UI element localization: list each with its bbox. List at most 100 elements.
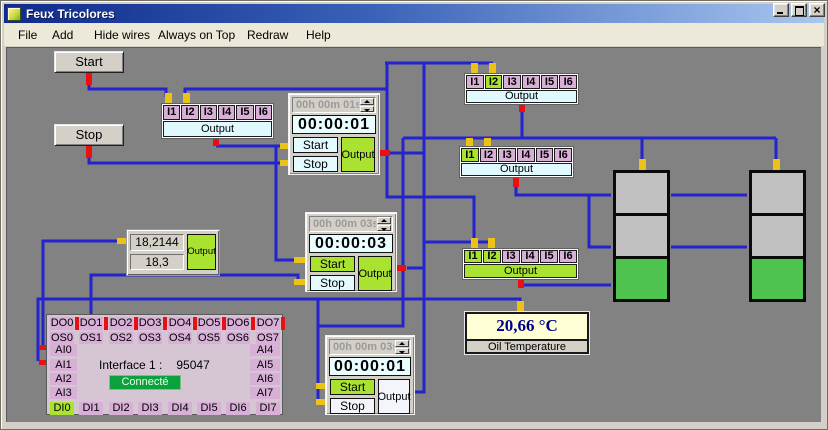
block2-i1-pin[interactable]	[471, 63, 478, 75]
port-DO4[interactable]: DO4	[168, 317, 192, 330]
timer1-start-pin[interactable]	[280, 143, 291, 149]
block3-i1-pin[interactable]	[466, 138, 473, 149]
input-cell-I1[interactable]: I1	[464, 250, 482, 263]
pin-DO0[interactable]	[75, 317, 79, 330]
port-AI1[interactable]: AI1	[50, 359, 77, 371]
timer-stop-cell[interactable]: Stop	[310, 275, 355, 291]
port-DO5[interactable]: DO5	[197, 317, 221, 330]
port-DI4[interactable]: DI4	[168, 402, 192, 415]
block2-output-pin[interactable]	[519, 102, 525, 112]
input-cell-I6[interactable]: I6	[554, 148, 573, 162]
output-cell[interactable]: Output	[464, 264, 577, 278]
comparator-current-value[interactable]: 18,2144	[130, 234, 184, 251]
spinner-control[interactable]	[360, 98, 374, 112]
output-cell[interactable]: Output	[163, 121, 272, 137]
start-button[interactable]: Start	[54, 51, 124, 73]
port-DI0[interactable]: DI0	[50, 402, 74, 415]
pin-DO5[interactable]	[222, 317, 226, 330]
temperature-input-pin[interactable]	[517, 301, 524, 313]
spin-up-icon[interactable]	[395, 340, 409, 347]
port-AI2[interactable]: AI2	[50, 373, 77, 385]
port-DI1[interactable]: DI1	[79, 402, 103, 415]
port-AI7[interactable]: AI7	[250, 387, 280, 399]
input-cell-I3[interactable]: I3	[199, 105, 217, 120]
pin-DO6[interactable]	[251, 317, 255, 330]
input-cell-I2[interactable]: I2	[484, 75, 503, 89]
close-button[interactable]	[809, 3, 825, 17]
comparator-input-pin[interactable]	[117, 238, 128, 244]
timer-start-cell[interactable]: Start	[293, 137, 338, 153]
block4-i1-pin[interactable]	[471, 238, 478, 249]
input-cell-I4[interactable]: I4	[521, 250, 539, 263]
title-bar[interactable]: Feux Tricolores	[4, 4, 824, 23]
spinner-control[interactable]	[377, 217, 391, 231]
port-DI3[interactable]: DI3	[138, 402, 162, 415]
timer-start-cell[interactable]: Start	[310, 256, 355, 272]
spin-up-icon[interactable]	[377, 217, 391, 224]
input-cell-I5[interactable]: I5	[236, 105, 254, 120]
port-OS0[interactable]: OS0	[50, 332, 74, 344]
timer-start-cell[interactable]: Start	[330, 379, 375, 395]
maximize-button[interactable]	[791, 3, 807, 17]
timer1-output-pin[interactable]	[379, 150, 390, 156]
ai0-pin[interactable]	[39, 345, 48, 350]
timer3-start-pin[interactable]	[316, 383, 327, 389]
input-cell-I5[interactable]: I5	[540, 250, 558, 263]
port-DI6[interactable]: DI6	[226, 402, 250, 415]
input-cell-I5[interactable]: I5	[535, 148, 554, 162]
comparator-output-cell[interactable]: Output	[187, 234, 216, 270]
input-cell-I4[interactable]: I4	[517, 148, 535, 162]
pin-DO2[interactable]	[134, 317, 138, 330]
input-cell-I3[interactable]: I3	[498, 148, 517, 162]
block3-output-pin[interactable]	[513, 175, 519, 187]
port-DO1[interactable]: DO1	[79, 317, 103, 330]
port-OS1[interactable]: OS1	[79, 332, 103, 344]
stop-button[interactable]: Stop	[54, 124, 124, 146]
port-DO3[interactable]: DO3	[138, 317, 162, 330]
pin-DO1[interactable]	[104, 317, 108, 330]
port-OS5[interactable]: OS5	[197, 332, 221, 344]
port-DO2[interactable]: DO2	[109, 317, 133, 330]
port-AI5[interactable]: AI5	[250, 359, 280, 371]
input-cell-I1[interactable]: I1	[461, 148, 479, 162]
menu-item-file[interactable]: File	[18, 28, 38, 42]
timer-preset[interactable]: 00h 00m 03s	[309, 216, 393, 232]
input-cell-I3[interactable]: I3	[502, 250, 520, 263]
input-cell-I6[interactable]: I6	[559, 250, 577, 263]
timer-output-cell[interactable]: Output	[358, 256, 392, 291]
menu-item-hide-wires[interactable]: Hide wires	[94, 28, 151, 42]
spin-down-icon[interactable]	[395, 347, 409, 354]
start-button-output-pin[interactable]	[86, 73, 92, 85]
timer2-output-pin[interactable]	[395, 265, 406, 271]
port-DI7[interactable]: DI7	[256, 402, 280, 415]
menu-item-redraw[interactable]: Redraw	[247, 28, 289, 42]
port-OS3[interactable]: OS3	[138, 332, 162, 344]
port-DI2[interactable]: DI2	[109, 402, 133, 415]
traffic-light-2-pin[interactable]	[773, 159, 780, 171]
input-cell-I5[interactable]: I5	[540, 75, 559, 89]
menu-item-always-on-top[interactable]: Always on Top	[158, 28, 236, 42]
ai1-pin[interactable]	[39, 360, 48, 365]
block1-i1-pin[interactable]	[165, 93, 172, 104]
spin-down-icon[interactable]	[377, 224, 391, 231]
comparator-threshold-value[interactable]: 18,3	[130, 254, 184, 270]
block1-output-pin[interactable]	[213, 138, 219, 146]
input-cell-I1[interactable]: I1	[163, 105, 181, 120]
timer3-stop-pin[interactable]	[316, 399, 327, 405]
input-cell-I6[interactable]: I6	[254, 105, 272, 120]
menu-item-add[interactable]: Add	[52, 28, 74, 42]
spin-up-icon[interactable]	[360, 98, 374, 105]
pin-DO4[interactable]	[193, 317, 197, 330]
input-cell-I4[interactable]: I4	[522, 75, 540, 89]
port-AI4[interactable]: AI4	[250, 344, 280, 356]
output-cell[interactable]: Output	[461, 163, 572, 176]
minimize-button[interactable]	[773, 3, 789, 17]
port-DO6[interactable]: DO6	[226, 317, 250, 330]
timer2-start-pin[interactable]	[294, 257, 305, 263]
input-cell-I3[interactable]: I3	[503, 75, 522, 89]
output-cell[interactable]: Output	[466, 90, 577, 103]
port-AI6[interactable]: AI6	[250, 373, 280, 385]
timer-output-cell[interactable]: Output	[341, 137, 375, 172]
timer2-stop-pin[interactable]	[294, 279, 305, 285]
input-cell-I2[interactable]: I2	[181, 105, 199, 120]
